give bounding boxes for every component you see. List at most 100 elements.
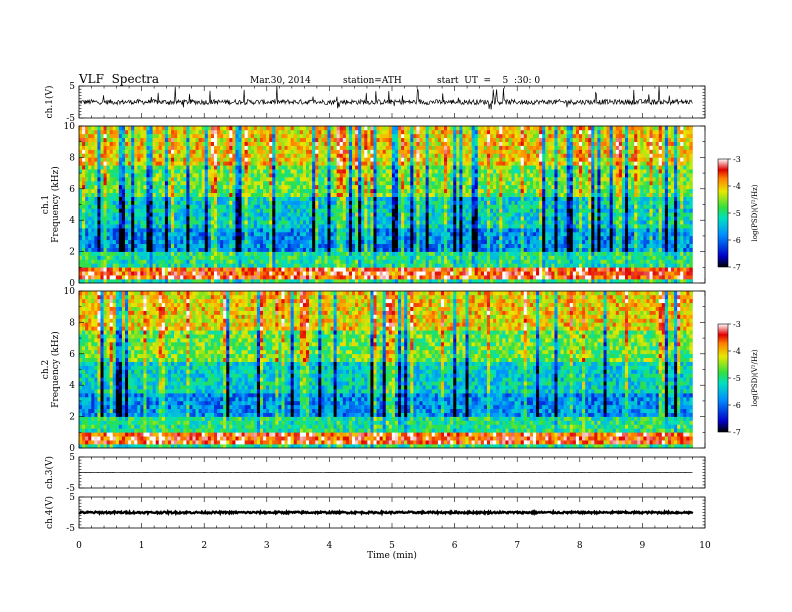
spectrogram-cell <box>146 188 150 194</box>
spectrogram-cell <box>437 239 442 245</box>
spectrogram-cell <box>241 212 245 217</box>
spectrogram-cell <box>376 239 380 245</box>
spectrogram-cell <box>207 247 212 252</box>
spectrogram-cell <box>689 196 693 201</box>
spectrogram-cell <box>649 231 653 237</box>
spectrogram-cell <box>269 188 273 194</box>
spectrogram-cell <box>554 247 558 252</box>
spectrogram-cell <box>367 279 371 284</box>
spectrogram-cell <box>174 196 178 201</box>
spectrogram-cell <box>557 279 561 284</box>
spectrogram-cell <box>121 255 126 260</box>
spectrogram-cell <box>566 243 571 248</box>
spectrogram-cell <box>342 228 347 233</box>
spectrogram-cell <box>600 192 604 197</box>
spectrogram-cell <box>480 271 485 276</box>
spectrogram-cell <box>502 196 506 201</box>
spectrogram-cell <box>88 271 92 276</box>
spectrogram-cell <box>529 200 534 205</box>
spectrogram-cell <box>103 200 107 205</box>
spectrogram-cell <box>597 259 601 264</box>
spectrogram-cell <box>526 228 531 233</box>
spectrogram-cell <box>330 208 334 213</box>
spectrogram-cell <box>437 255 442 260</box>
spectrogram-cell <box>560 259 564 264</box>
spectrogram-cell <box>253 247 258 252</box>
spectrogram-cell <box>585 216 589 221</box>
spectrogram-cell <box>263 259 267 264</box>
spectrogram-cell <box>352 243 356 248</box>
spectrogram-cell <box>97 212 101 217</box>
spectrogram-cell <box>677 224 681 229</box>
spectrogram-cell <box>226 255 230 260</box>
spectrogram-cell <box>238 224 242 229</box>
spectrogram-cell <box>217 216 221 221</box>
spectrogram-cell <box>207 271 212 276</box>
spectrogram-cell <box>299 251 304 256</box>
spectrogram-cell <box>637 208 641 213</box>
spectrogram-cell <box>385 196 390 201</box>
spectrogram-cell <box>606 239 610 245</box>
spectrogram-cell <box>689 212 693 217</box>
spectrogram-cell <box>342 235 347 241</box>
spectrogram-cell <box>508 271 512 276</box>
spectrogram-cell <box>413 228 417 233</box>
spectrogram-cell <box>318 228 322 233</box>
spectrogram-cell <box>674 263 678 268</box>
spectrogram-cell <box>296 196 301 201</box>
spectrogram-cell <box>305 239 310 245</box>
spectrogram-cell <box>103 247 107 252</box>
spectrogram-cell <box>149 212 153 217</box>
spectrogram-cell <box>410 220 414 225</box>
spectrogram-cell <box>327 243 331 248</box>
spectrogram-cell <box>253 228 258 233</box>
spectrogram-cell <box>312 271 316 276</box>
spectrogram-cell <box>523 235 528 241</box>
spectrogram-cell <box>128 196 132 201</box>
spectrogram-cell <box>217 200 221 205</box>
spectrogram-cell <box>281 243 285 248</box>
spectrogram-cell <box>502 243 506 248</box>
spectrogram-cell <box>100 267 104 272</box>
spectrogram-cell <box>180 251 184 256</box>
spectrogram-cell <box>361 224 365 229</box>
spectrogram-cell <box>149 208 153 213</box>
spectrogram-cell <box>428 231 433 237</box>
spectrogram-cell <box>79 267 83 272</box>
spectrogram-cell <box>324 239 328 245</box>
spectrogram-cell <box>591 251 595 256</box>
spectrogram-cell <box>229 220 233 225</box>
spectrogram-cell <box>128 239 132 245</box>
spectrogram-cell <box>582 239 586 245</box>
spectrogram-cell <box>210 200 215 205</box>
spectrogram-cell <box>232 279 236 284</box>
spectrogram-cell <box>413 188 417 194</box>
spectrogram-cell <box>180 263 184 268</box>
spectrogram-cell <box>284 267 288 272</box>
spectrogram-cell <box>419 259 423 264</box>
spectrogram-cell <box>560 208 564 213</box>
spectrogram-cell <box>603 231 607 237</box>
spectrogram-cell <box>247 243 252 248</box>
spectrogram-cell <box>517 231 522 237</box>
spectrogram-cell <box>238 231 242 237</box>
spectrogram-cell <box>345 196 350 201</box>
spectrogram-cell <box>112 271 117 276</box>
spectrogram-cell <box>355 243 359 248</box>
spectrogram-cell <box>204 271 209 276</box>
spectrogram-cell <box>146 271 150 276</box>
spectrogram-cell <box>609 247 614 252</box>
spectrogram-cell <box>560 271 564 276</box>
spectrogram-cell <box>640 279 644 284</box>
spectrogram-cell <box>259 212 264 217</box>
spectrogram-cell <box>376 267 380 272</box>
spectrogram-cell <box>342 220 347 225</box>
spectrogram-cell <box>575 208 580 213</box>
spectrogram-cell <box>272 208 276 213</box>
spectrogram-cell <box>287 188 291 194</box>
spectrogram-cell <box>520 251 525 256</box>
spectrogram-cell <box>330 243 334 248</box>
spectrogram-cell <box>677 220 681 225</box>
spectrogram-cell <box>603 247 607 252</box>
spectrogram-cell <box>204 263 209 268</box>
